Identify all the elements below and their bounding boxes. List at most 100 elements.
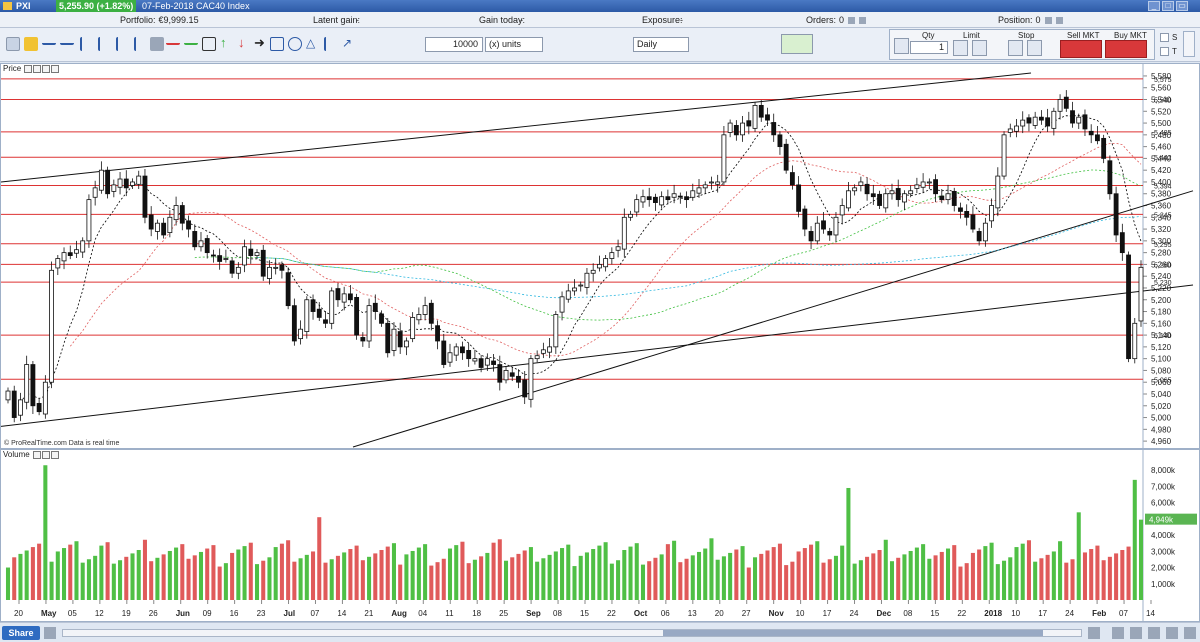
s-checkbox[interactable]	[1160, 33, 1169, 42]
volume-bar	[348, 549, 353, 600]
candle-body	[976, 231, 982, 242]
unit-select[interactable]: (x) units	[485, 37, 543, 52]
candle-body	[123, 178, 129, 189]
right-arrow-icon[interactable]: ➜	[254, 35, 265, 50]
price-panel-close-icon[interactable]	[51, 64, 60, 73]
candle-body	[447, 352, 453, 363]
time-scrollbar[interactable]	[62, 629, 1082, 637]
horizontal-level-label: 5,260	[1154, 262, 1172, 269]
buy-market-button[interactable]	[1105, 40, 1147, 58]
position-dropdown-icon[interactable]	[1044, 17, 1052, 25]
zigzag-icon[interactable]	[184, 37, 198, 45]
fan-icon[interactable]	[134, 37, 148, 51]
price-chart[interactable]: 4,960 4,980 5,000 5,020 5,040 5,060 5,080 5,100…	[1, 64, 1199, 448]
order-qty-input[interactable]: 1	[910, 41, 948, 54]
volume-bar	[18, 553, 23, 600]
candle-body	[453, 346, 459, 356]
restore-icon[interactable]: ▭	[1176, 1, 1188, 11]
candle-body	[509, 372, 515, 377]
scrollbar-thumb[interactable]	[663, 630, 1043, 636]
volume-bar	[435, 562, 440, 600]
price-panel-minimize-icon[interactable]	[24, 64, 33, 73]
ellipse-icon[interactable]	[288, 37, 302, 51]
share-button[interactable]: Share	[2, 626, 40, 640]
position-field[interactable]: Position: 0	[998, 15, 1063, 25]
camera-icon[interactable]	[1184, 627, 1196, 639]
candle-body	[341, 293, 347, 303]
limit-buy-icon[interactable]	[953, 40, 968, 56]
sell-arrow-icon[interactable]: ↓	[238, 35, 245, 50]
order-options-icon[interactable]	[1183, 31, 1195, 57]
segment-icon[interactable]	[60, 37, 74, 45]
volume-bar	[609, 563, 614, 600]
qty-label: Qty	[922, 31, 935, 40]
candle-body	[559, 296, 565, 313]
sell-market-button[interactable]	[1060, 40, 1102, 58]
scroll-left-icon[interactable]	[44, 627, 56, 639]
exposure-value: -	[680, 15, 683, 25]
candle-body	[578, 284, 584, 287]
wrench-icon[interactable]	[894, 38, 909, 54]
price-panel: Price 4,960 4,980 5,000 5,020 5,040 5,060 5,08…	[0, 63, 1200, 449]
x-tick-label: 21	[364, 609, 373, 618]
volume-bar	[416, 547, 421, 600]
trash-icon[interactable]	[150, 37, 164, 51]
y-tick-label: 4,980	[1151, 425, 1172, 434]
orders-dropdown-icon[interactable]	[848, 17, 856, 25]
account-info-bar: Portfolio: €9,999.15 Latent gain: - Gain …	[0, 12, 1200, 28]
minimize-icon[interactable]: _	[1148, 1, 1160, 11]
orders-field[interactable]: Orders: 0	[806, 15, 867, 25]
reset-zoom-icon[interactable]	[1148, 627, 1160, 639]
candle-body	[435, 325, 440, 342]
price-panel-maximize-icon[interactable]	[33, 64, 42, 73]
channel-icon[interactable]	[116, 37, 130, 51]
zoom-in-icon[interactable]	[1130, 627, 1142, 639]
position-link-icon[interactable]	[1055, 17, 1063, 25]
cursor-icon[interactable]	[6, 37, 20, 51]
maximize-icon[interactable]: □	[1162, 1, 1174, 11]
volume-bar	[510, 557, 515, 600]
stop-sell-icon[interactable]	[1027, 40, 1042, 56]
volume-bar	[454, 545, 459, 600]
volume-bar	[460, 541, 465, 600]
vertical-line-icon[interactable]	[80, 37, 94, 51]
candle-body	[173, 205, 179, 221]
volume-bar	[672, 540, 677, 600]
x-tick-label: 15	[580, 609, 589, 618]
candle-body	[161, 222, 167, 236]
stop-buy-icon[interactable]	[1008, 40, 1023, 56]
rectangle-icon[interactable]	[270, 37, 284, 51]
scroll-right-icon[interactable]	[1088, 627, 1100, 639]
text-tool-icon[interactable]	[202, 37, 216, 51]
pitchfork-icon[interactable]	[324, 37, 338, 51]
candle-body	[366, 305, 372, 342]
fit-icon[interactable]	[1166, 627, 1178, 639]
diagonal-arrow-icon[interactable]: ↗	[342, 36, 353, 50]
horizontal-line-icon[interactable]	[42, 37, 56, 45]
volume-panel-close-icon[interactable]	[50, 450, 59, 459]
volume-chart[interactable]: 1,000k2,000k3,000k4,000k5,000k6,000k7,00…	[1, 450, 1199, 621]
alert-bell-icon[interactable]	[24, 37, 38, 51]
buy-arrow-icon[interactable]: ↑	[220, 35, 227, 50]
price-panel-properties-icon[interactable]	[42, 64, 51, 73]
candle-body	[970, 214, 976, 230]
volume-bar	[1008, 557, 1013, 600]
triangle-icon[interactable]: △	[306, 36, 316, 50]
volume-bar	[995, 564, 1000, 600]
volume-bar	[447, 548, 453, 600]
quantity-input[interactable]: 10000	[425, 37, 483, 52]
volume-panel-settings-icon[interactable]	[41, 450, 50, 459]
zoom-out-icon[interactable]	[1112, 627, 1124, 639]
volume-bar	[665, 544, 670, 600]
fibonacci-icon[interactable]	[166, 37, 180, 45]
volume-panel-properties-icon[interactable]	[32, 450, 41, 459]
orders-link-icon[interactable]	[859, 17, 867, 25]
limit-sell-icon[interactable]	[972, 40, 987, 56]
x-tick-label: 23	[257, 609, 266, 618]
trendline-icon[interactable]	[98, 37, 112, 51]
chart-type-icon[interactable]	[781, 34, 813, 54]
x-tick-label: 05	[68, 609, 77, 618]
candle-body	[609, 252, 615, 259]
period-select[interactable]: Daily	[633, 37, 689, 52]
t-checkbox[interactable]	[1160, 47, 1169, 56]
